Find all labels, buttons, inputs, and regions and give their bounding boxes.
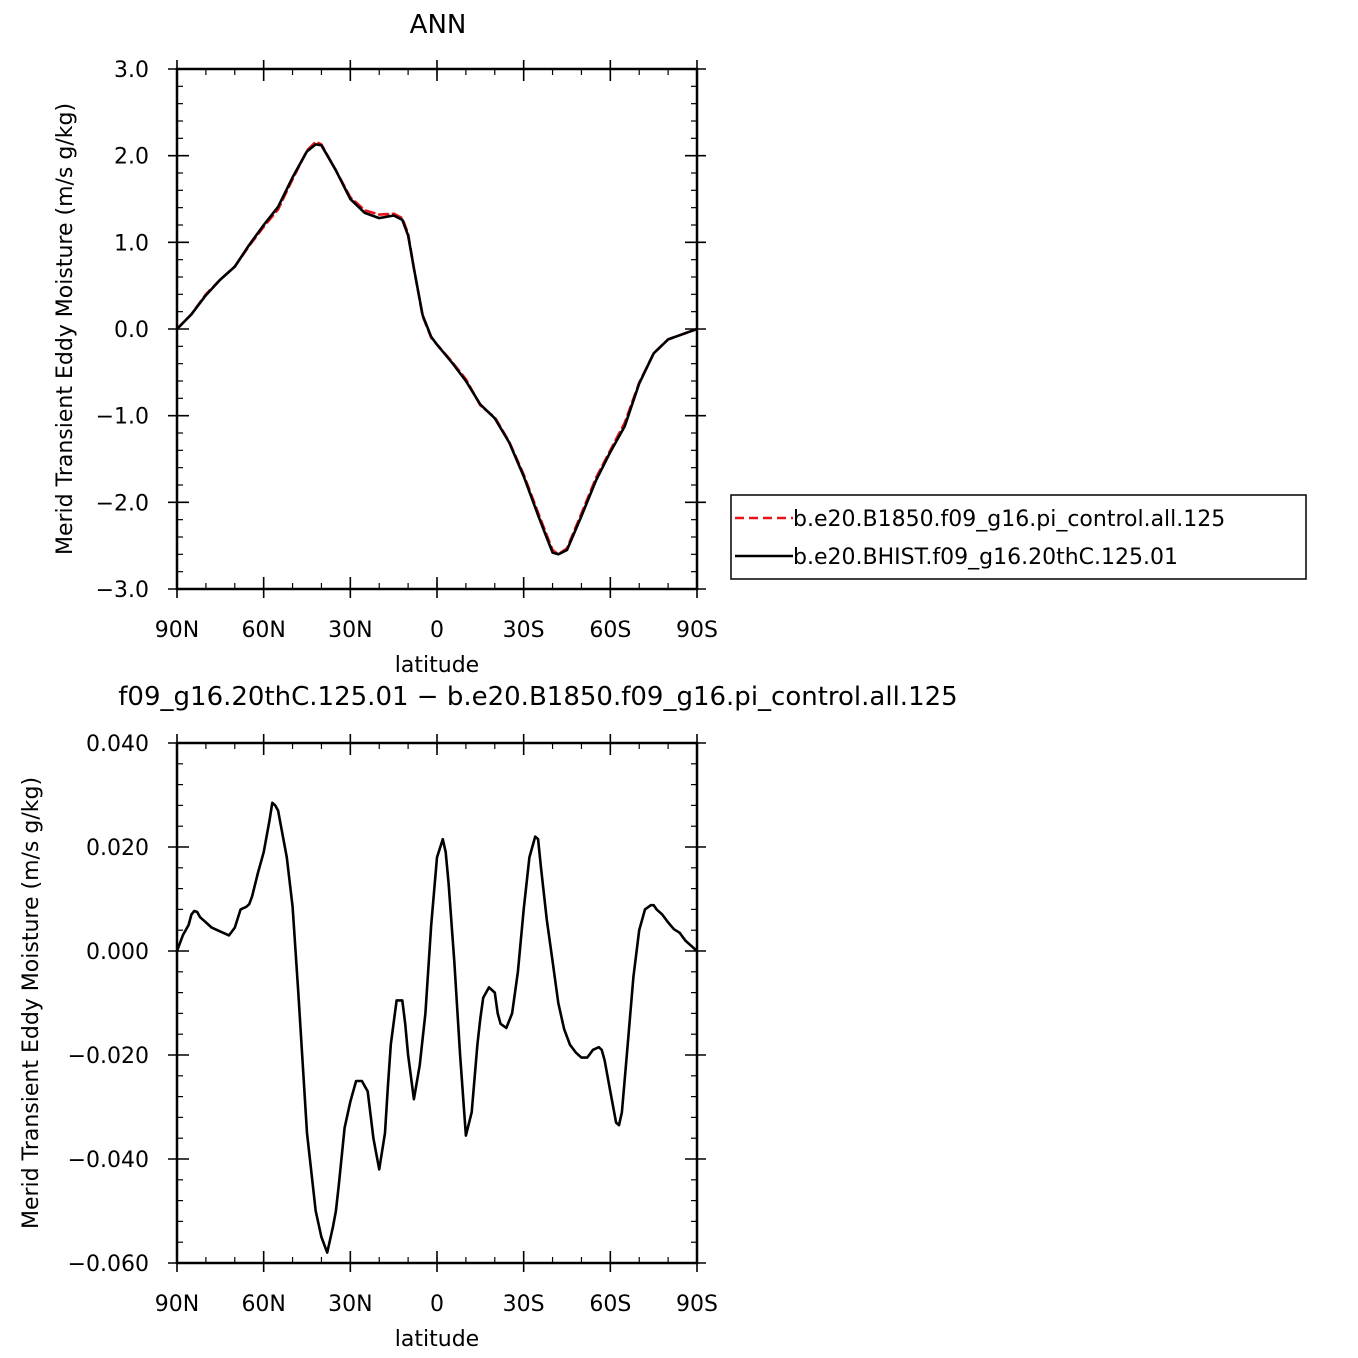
bottom-panel: f09_g16.20thC.125.01 − b.e20.B1850.f09_g… [19,682,958,1352]
x-tick-label: 0 [430,618,444,643]
y-tick-label: −0.040 [68,1148,149,1173]
bottom-y-axis-label: Merid Transient Eddy Moisture (m/s g/kg) [19,777,44,1229]
x-tick-label: 90N [155,1292,199,1317]
bottom-x-axis-label: latitude [395,1327,479,1352]
y-tick-label: 1.0 [114,231,149,256]
top-plot-frame [175,67,699,591]
legend-label-pi-control: b.e20.B1850.f09_g16.pi_control.all.125 [793,507,1225,532]
x-tick-label: 60N [241,1292,285,1317]
top-y-axis-label: Merid Transient Eddy Moisture (m/s g/kg) [53,103,78,555]
bottom-plot-area: 90N 60N 30N 0 30S 60S 90S −0.060 −0.040 −0.020 0.0… [68,732,718,1317]
x-tick-label: 90S [676,618,718,643]
legend-box [730,494,1307,580]
top-chart-title: ANN [410,10,467,40]
y-tick-label: 0.0 [114,318,149,343]
y-tick-label: −0.020 [68,1044,149,1069]
y-tick-label: 2.0 [114,145,149,170]
bottom-series-line-1 [175,801,699,1254]
top-series-line-1 [175,140,699,556]
x-tick-label: 90N [155,618,199,643]
y-tick-label: −0.060 [68,1252,149,1277]
x-tick-label: 60S [589,618,631,643]
y-tick-label: −3.0 [96,578,149,603]
y-tick-label: −1.0 [96,405,149,430]
top-plot-area: 90N 60N 30N 0 30S 60S 90S −3.0 −2.0 −1.0 0.0 1.0 2.0… [96,58,718,643]
bottom-plot-frame [175,741,699,1265]
x-tick-label: 90S [676,1292,718,1317]
y-tick-label: 0.040 [86,732,149,757]
bottom-chart-title: f09_g16.20thC.125.01 − b.e20.B1850.f09_g… [118,682,957,712]
x-tick-label: 30N [328,618,372,643]
legend-label-20thc: b.e20.BHIST.f09_g16.20thC.125.01 [793,545,1178,570]
x-tick-label: 30S [503,1292,545,1317]
y-tick-label: 0.020 [86,836,149,861]
top-panel: ANN 90N 60N 30N 0 30S 60S 90S −3.0 −2.0 −1.0 0.0 1.… [53,10,718,678]
x-tick-label: 60N [241,618,285,643]
x-tick-label: 30N [328,1292,372,1317]
x-tick-label: 60S [589,1292,631,1317]
y-tick-label: 3.0 [114,58,149,83]
top-series-line-2 [175,143,699,556]
top-x-axis-label: latitude [395,653,479,678]
y-tick-label: −2.0 [96,491,149,516]
legend: b.e20.B1850.f09_g16.pi_control.all.125 b… [730,494,1307,580]
y-tick-label: 0.000 [86,940,149,965]
x-tick-label: 30S [503,618,545,643]
x-tick-label: 0 [430,1292,444,1317]
